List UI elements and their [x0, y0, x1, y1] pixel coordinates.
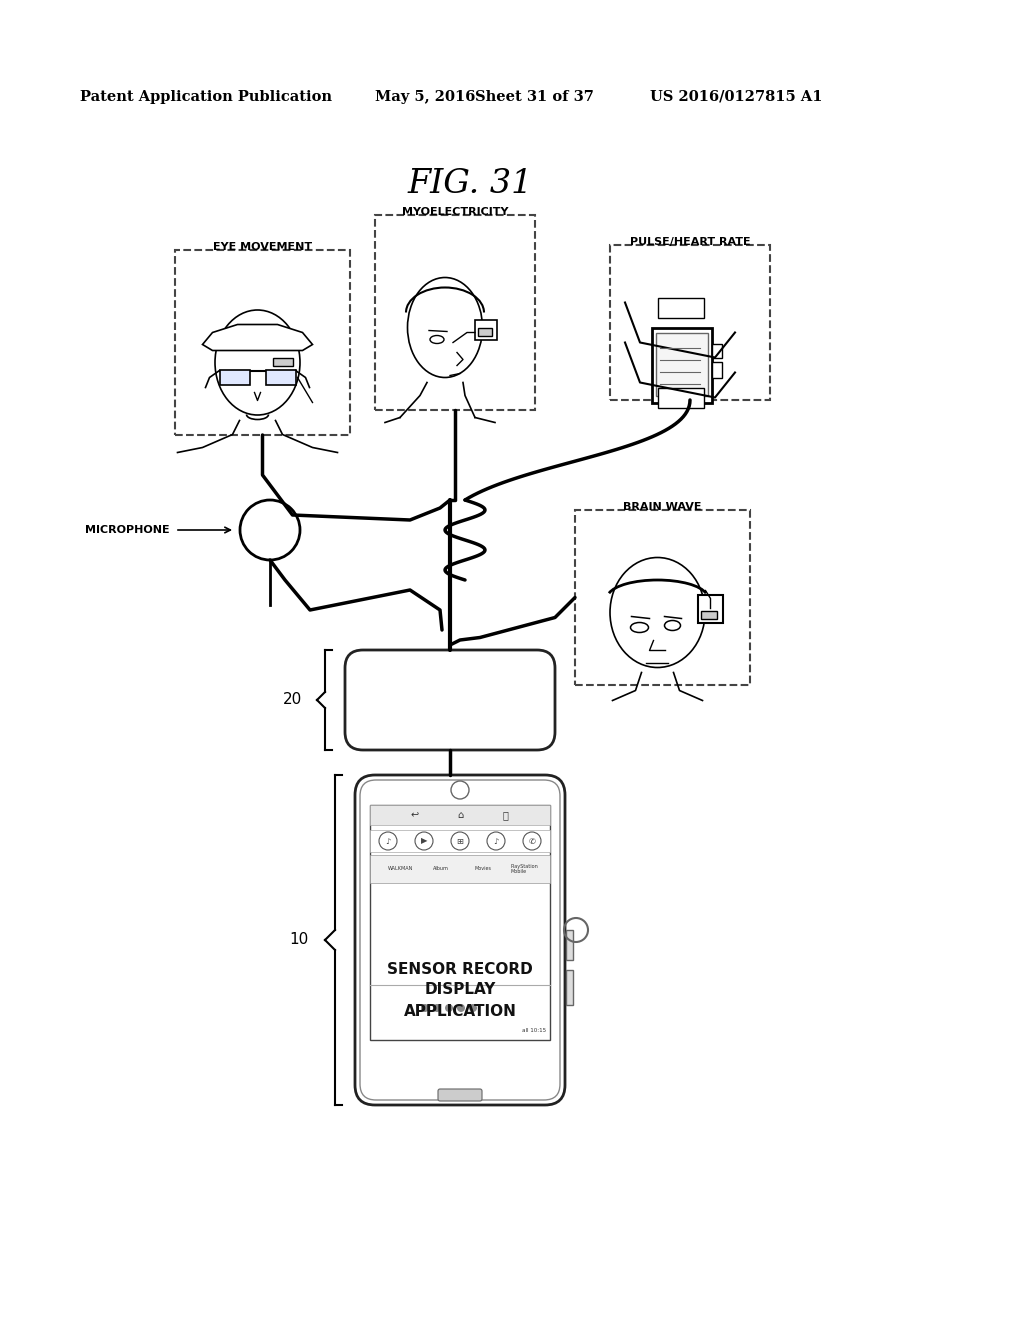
Text: PlayStation
Mobile: PlayStation Mobile	[510, 863, 539, 874]
Text: ⬜: ⬜	[502, 810, 508, 820]
Text: ▶: ▶	[421, 837, 427, 846]
Bar	[566, 931, 573, 960]
Circle shape	[469, 1005, 477, 1012]
Bar	[712, 343, 722, 358]
Bar	[575, 510, 750, 685]
Text: Sheet 31 of 37: Sheet 31 of 37	[475, 90, 594, 104]
Bar	[370, 830, 550, 851]
Bar	[610, 246, 770, 400]
Bar	[219, 370, 250, 384]
Text: Movies: Movies	[474, 866, 492, 871]
Text: ♪: ♪	[494, 837, 499, 846]
FancyBboxPatch shape	[360, 780, 560, 1100]
Text: 20: 20	[283, 693, 302, 708]
Bar	[370, 805, 550, 825]
Bar	[566, 970, 573, 1005]
Polygon shape	[203, 325, 312, 351]
Bar	[697, 594, 723, 623]
Bar	[370, 855, 550, 883]
Text: WALKMAN: WALKMAN	[388, 866, 414, 871]
Bar	[712, 362, 722, 378]
Bar	[652, 327, 712, 403]
Circle shape	[421, 1005, 429, 1012]
Text: MYOELECTRICITY: MYOELECTRICITY	[401, 207, 508, 216]
Text: EYE MOVEMENT: EYE MOVEMENT	[213, 242, 312, 252]
Bar	[700, 610, 717, 619]
Text: May 5, 2016: May 5, 2016	[375, 90, 475, 104]
Bar	[475, 319, 497, 339]
Text: ↩: ↩	[411, 810, 419, 820]
Text: MICROPHONE: MICROPHONE	[85, 525, 170, 535]
Text: US 2016/0127815 A1: US 2016/0127815 A1	[650, 90, 822, 104]
Bar	[656, 333, 708, 396]
Text: PULSE/HEART RATE: PULSE/HEART RATE	[630, 238, 751, 247]
Text: ✆: ✆	[528, 837, 536, 846]
Bar	[265, 370, 296, 384]
Text: 10: 10	[290, 932, 309, 948]
Circle shape	[457, 1005, 465, 1012]
Text: Patent Application Publication: Patent Application Publication	[80, 90, 332, 104]
FancyBboxPatch shape	[438, 1089, 482, 1101]
Text: FIG. 31: FIG. 31	[408, 168, 532, 201]
Text: BRAIN WAVE: BRAIN WAVE	[624, 502, 701, 512]
Bar	[272, 358, 293, 366]
Circle shape	[433, 1005, 441, 1012]
Bar	[658, 297, 705, 318]
Text: ♪: ♪	[385, 837, 391, 846]
Text: ⌂: ⌂	[457, 810, 463, 820]
Bar	[375, 215, 535, 411]
Bar	[478, 327, 492, 335]
Text: all 10:15: all 10:15	[522, 1027, 546, 1032]
Circle shape	[445, 1005, 453, 1012]
Bar	[370, 805, 550, 1040]
FancyBboxPatch shape	[345, 649, 555, 750]
Bar	[175, 249, 350, 436]
Text: Album: Album	[433, 866, 449, 871]
Text: ⊞: ⊞	[457, 837, 464, 846]
Text: SENSOR RECORD
DISPLAY
APPLICATION: SENSOR RECORD DISPLAY APPLICATION	[387, 961, 532, 1019]
Bar	[658, 388, 705, 408]
FancyBboxPatch shape	[355, 775, 565, 1105]
